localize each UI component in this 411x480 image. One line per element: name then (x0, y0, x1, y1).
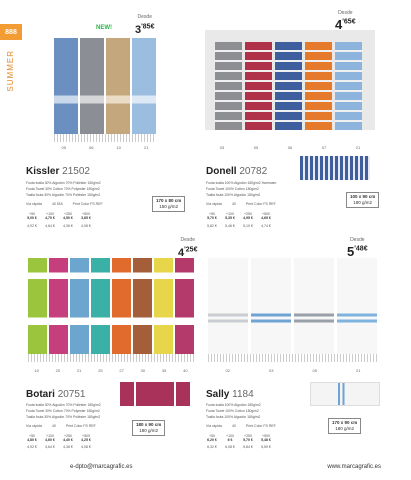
donell-icons: Vía rápida 40 Print Color FS REF (206, 202, 276, 206)
donell-color-codes: 03 05 06 07 21 (219, 145, 361, 150)
sally-icons: Vía rápida 40 Print Color FS REF (206, 424, 276, 428)
sally-size-box: 170 x 90 cm 180 g/m2 (328, 418, 362, 434)
donell-title: Donell 20782 (206, 166, 268, 177)
donell-specs: Fouta toalla 100% Algodón 180g/m2 Hammam… (206, 181, 277, 197)
section-label: SUMMER (6, 50, 15, 92)
kissler-size-box: 170 x 80 cm 150 g/m2 (152, 196, 186, 212)
botari-towels-image (26, 258, 196, 362)
sally-color-codes: 02 03 05 21 (225, 368, 361, 373)
donell-price: Desde 4'65€ (335, 10, 356, 32)
botari-size-box: 180 x 90 cm 180 g/m2 (132, 420, 166, 436)
page-number-tab: 888 (0, 24, 22, 40)
sally-price: Desde 5'48€ (347, 237, 368, 259)
botari-specs: Fouta toalla 30% Algodón 70% Poliéster 1… (26, 403, 101, 419)
kissler-price: Desde 3'85€ (135, 14, 155, 36)
kissler-towels-image (50, 38, 160, 142)
botari-title: Botari 20751 (26, 389, 86, 400)
donell-fabric-thumb (300, 156, 370, 180)
footer-website[interactable]: www.marcagrafic.es (327, 464, 381, 470)
botari-fabric-thumb (120, 382, 190, 406)
botari-color-codes: 10 20 21 25 27 30 35 40 (34, 368, 188, 373)
botari-icons: Vía rápida 40 Print Color FS REF (26, 424, 96, 428)
sally-fabric-thumb (310, 382, 380, 406)
sally-towels-image (206, 258, 380, 362)
donell-size-box: 100 x 90 cm 180 g/m2 (346, 192, 380, 208)
kissler-price-tiers: +50 +100 +250 +500 5,00 €4,70 €4,50 €3,85 €… (27, 212, 91, 228)
footer-email[interactable]: e-dpto@marcagrafic.es (70, 464, 133, 470)
donell-towels-image (205, 30, 375, 130)
kissler-title: Kissler 21502 (26, 166, 90, 177)
new-badge: NEW! (96, 25, 112, 31)
sally-title: Sally 1184 (206, 389, 254, 400)
kissler-icons: Vía rápida 40 DÍA Print Color FS REF (26, 202, 103, 206)
donell-price-tiers: +50 +100 +250 +500 5,70 €5,35 €4,95 €4,65 €… (207, 212, 271, 228)
sally-specs: Fouta toalla 100% Algodón 180g/m2 Fouta T… (206, 403, 261, 419)
kissler-specs: Fouta toalla 30% Algodón 70% Poliéster 1… (26, 181, 101, 197)
kissler-color-codes: 05 06 10 21 (61, 145, 149, 150)
botari-price-tiers: +50 +100 +250 +500 4,80 €4,60 €4,40 €4,25 €… (27, 434, 91, 449)
sally-price-tiers: +50 +100 +250 +500 6,20 €6 €5,70 €5,48 € 6,… (207, 434, 271, 449)
botari-price: Desde 4'25€ (178, 237, 198, 259)
